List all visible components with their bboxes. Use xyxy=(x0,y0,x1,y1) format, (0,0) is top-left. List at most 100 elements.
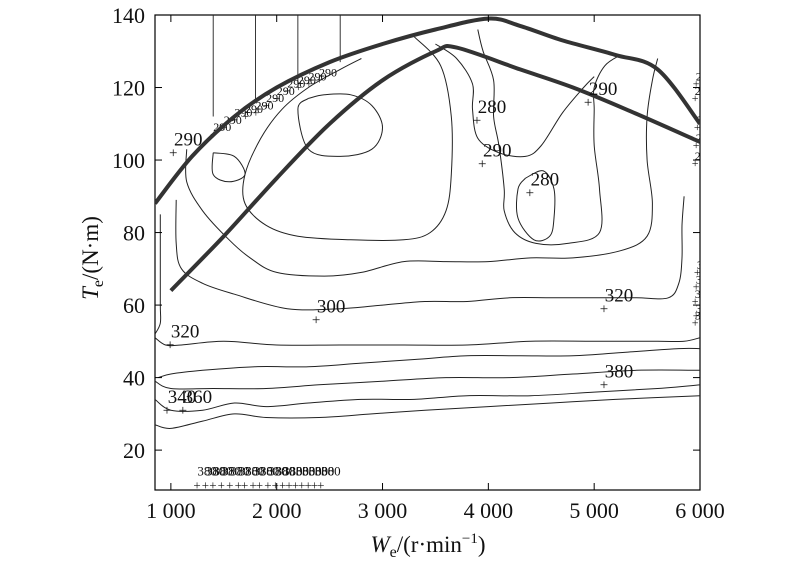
contour-label: 360 xyxy=(184,387,213,408)
x-tick-label: 1 000 xyxy=(146,498,196,523)
plus-marker: + xyxy=(292,477,299,492)
clutter-label: 290 xyxy=(695,149,713,163)
plus-marker: + xyxy=(693,308,700,322)
clutter-label: 320 xyxy=(695,287,713,301)
plus-marker: + xyxy=(166,338,174,354)
plus-marker: + xyxy=(473,113,481,129)
bottom-clutter-label: 380 xyxy=(283,463,303,478)
plus-marker: + xyxy=(311,477,318,492)
contour-line-290 xyxy=(477,29,621,246)
plus-marker: + xyxy=(692,91,699,105)
plus-marker: + xyxy=(305,76,312,90)
plus-marker: + xyxy=(693,76,700,90)
contour-label: 290 xyxy=(589,79,618,100)
contour-labels: 280+280+290+290+300+320+320+380+340+360+… xyxy=(163,79,634,419)
contour-label: 320 xyxy=(605,285,634,306)
clutter-label: 290 xyxy=(308,69,326,83)
y-tick-label: 120 xyxy=(112,76,145,101)
plus-marker: + xyxy=(242,109,249,123)
plus-marker: + xyxy=(693,279,700,293)
contour-line-290 xyxy=(242,36,453,241)
plus-marker: + xyxy=(241,477,248,492)
contour-line-380 xyxy=(155,384,700,412)
plus-marker: + xyxy=(235,477,242,492)
plus-marker: + xyxy=(202,477,209,492)
x-axis-ticks: 1 000 2 000 3 000 4 000 5 000 6 000 xyxy=(146,15,725,523)
bottom-clutter-label: 380 xyxy=(268,463,288,478)
plus-marker: + xyxy=(295,80,302,94)
clutter-label: 290 xyxy=(319,66,337,80)
bottom-clutter-label: 380 xyxy=(296,463,316,478)
bottom-clutter-label: 380 xyxy=(302,463,322,478)
contour-label-clutter: 380+380+380+380+380+380+380+380+380+380+… xyxy=(193,66,715,492)
plus-marker: + xyxy=(317,477,324,492)
plus-marker: + xyxy=(584,95,592,111)
y-tick-label: 140 xyxy=(112,3,145,28)
y-axis-title: Te/(N·m) xyxy=(78,216,107,300)
plus-marker: + xyxy=(193,477,200,492)
bottom-clutter-label: 380 xyxy=(321,463,341,478)
contour-label: 300 xyxy=(317,296,346,317)
plus-marker: + xyxy=(272,477,279,492)
plus-marker: + xyxy=(274,91,281,105)
y-tick-label: 40 xyxy=(123,366,145,391)
plus-marker: + xyxy=(312,312,320,328)
contour-label: 290 xyxy=(483,140,512,161)
bottom-clutter-label: 380 xyxy=(253,463,273,478)
plus-marker: + xyxy=(526,185,534,201)
plus-marker: + xyxy=(209,477,216,492)
contour-line-340 xyxy=(155,337,700,347)
contour-label: 320 xyxy=(171,322,200,343)
bottom-clutter-label: 380 xyxy=(239,463,258,478)
plus-marker: + xyxy=(163,403,171,419)
bottom-clutter-label: 380 xyxy=(245,463,265,478)
bottom-clutter-label: 380 xyxy=(213,463,233,478)
y-tick-label: 80 xyxy=(123,221,145,246)
bottom-clutter-label: 380 xyxy=(260,463,280,478)
contour-line-290 xyxy=(211,152,246,183)
plus-marker: + xyxy=(263,98,270,112)
operating-line xyxy=(169,44,700,292)
bottom-clutter-label: 380 xyxy=(308,463,328,478)
clutter-label: 320 xyxy=(696,301,714,315)
clutter-label: 290 xyxy=(234,106,252,120)
x-tick-label: 6 000 xyxy=(675,498,725,523)
clutter-label: 290 xyxy=(696,131,714,145)
clutter-label: 290 xyxy=(696,69,714,83)
bottom-clutter-label: 380 xyxy=(230,463,250,478)
bottom-clutter-label: 380 xyxy=(206,463,226,478)
plus-marker: + xyxy=(693,138,700,152)
x-tick-label: 4 000 xyxy=(464,498,514,523)
plot-area xyxy=(154,14,701,491)
contour-line-380 xyxy=(155,395,700,429)
contour-line-280 xyxy=(515,170,556,242)
contour-line-300 xyxy=(185,58,659,277)
series-curves xyxy=(155,16,700,292)
bottom-clutter-label: 380 xyxy=(289,463,309,478)
plus-marker: + xyxy=(218,477,225,492)
clutter-label: 320 xyxy=(697,258,715,272)
plus-marker: + xyxy=(694,120,701,134)
y-tick-label: 60 xyxy=(123,293,145,318)
plus-marker: + xyxy=(692,316,699,330)
clutter-label: 290 xyxy=(266,91,284,105)
clutter-label: 290 xyxy=(695,84,713,98)
plus-marker: + xyxy=(169,146,177,162)
plus-marker: + xyxy=(600,378,608,394)
plus-marker: + xyxy=(279,477,286,492)
bottom-clutter-label: 380 xyxy=(315,463,335,478)
plus-marker: + xyxy=(231,113,238,127)
contour-line-360 xyxy=(158,347,700,379)
bottom-clutter-label: 380 xyxy=(197,463,217,478)
contour-label: 280 xyxy=(531,169,560,190)
y-tick-label: 100 xyxy=(112,148,145,173)
plus-marker: + xyxy=(298,477,305,492)
plus-marker: + xyxy=(316,73,323,87)
plus-marker: + xyxy=(284,84,291,98)
contour-line-320 xyxy=(175,196,685,311)
contour-line-380 xyxy=(155,369,700,390)
plus-marker: + xyxy=(600,301,608,317)
contour-label: 340 xyxy=(168,387,197,408)
plus-marker: + xyxy=(226,477,233,492)
